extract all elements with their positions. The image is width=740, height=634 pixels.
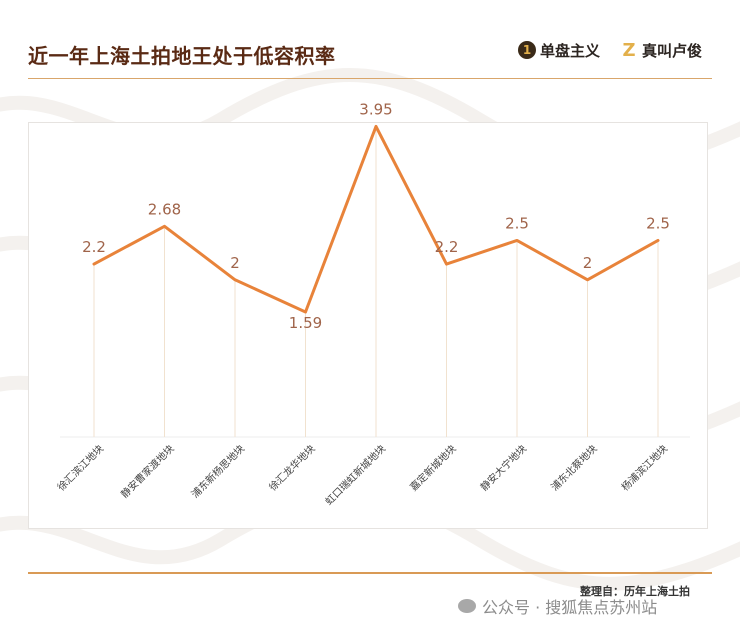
- watermark: 公众号 · 搜狐焦点苏州站: [458, 594, 657, 618]
- x-tick-label: 杨浦滨江地块: [619, 442, 671, 494]
- source-note: 整理自：历年上海土拍: [580, 585, 690, 598]
- wechat-icon: [458, 599, 476, 613]
- watermark-text: 公众号 · 搜狐焦点苏州站: [482, 598, 658, 617]
- data-label: 1.59: [289, 314, 322, 332]
- series-line: [92, 124, 660, 314]
- data-label: 2.5: [505, 214, 529, 232]
- footer-divider: [28, 572, 712, 574]
- brand-danpanzhuyi: 1 单盘主义: [518, 38, 600, 62]
- x-tick-label: 浦东新杨思地块: [188, 442, 247, 501]
- x-tick-label: 静安曹家渡地块: [118, 442, 177, 501]
- data-label: 2.2: [82, 238, 106, 256]
- data-label: 2.68: [148, 200, 181, 218]
- brand-logo-icon: 1: [518, 41, 536, 59]
- brand-zhenjiaolujun: Z 真叫卢俊: [620, 38, 702, 62]
- chart-panel: [28, 122, 708, 529]
- x-tick-label: 嘉定新城地块: [407, 442, 459, 494]
- x-tick-label: 浦东北蔡地块: [548, 442, 600, 494]
- x-tick-label: 徐汇龙华地块: [266, 442, 318, 494]
- data-label: 2: [583, 254, 593, 272]
- data-label: 3.95: [359, 100, 392, 118]
- data-label: 2.5: [646, 214, 670, 232]
- header-divider: [28, 78, 712, 79]
- x-tick-label: 虹口瑞虹新城地块: [322, 442, 388, 508]
- data-label: 2: [230, 254, 240, 272]
- brand-logo-icon: Z: [622, 39, 636, 61]
- x-tick-label: 徐汇滨江地块: [55, 442, 107, 494]
- brand-name: 真叫卢俊: [642, 41, 703, 60]
- brand-name: 单盘主义: [540, 41, 601, 60]
- x-tick-label: 静安大宁地块: [478, 442, 530, 494]
- page-title: 近一年上海土拍地王处于低容积率: [28, 44, 336, 68]
- data-label: 2.2: [435, 238, 459, 256]
